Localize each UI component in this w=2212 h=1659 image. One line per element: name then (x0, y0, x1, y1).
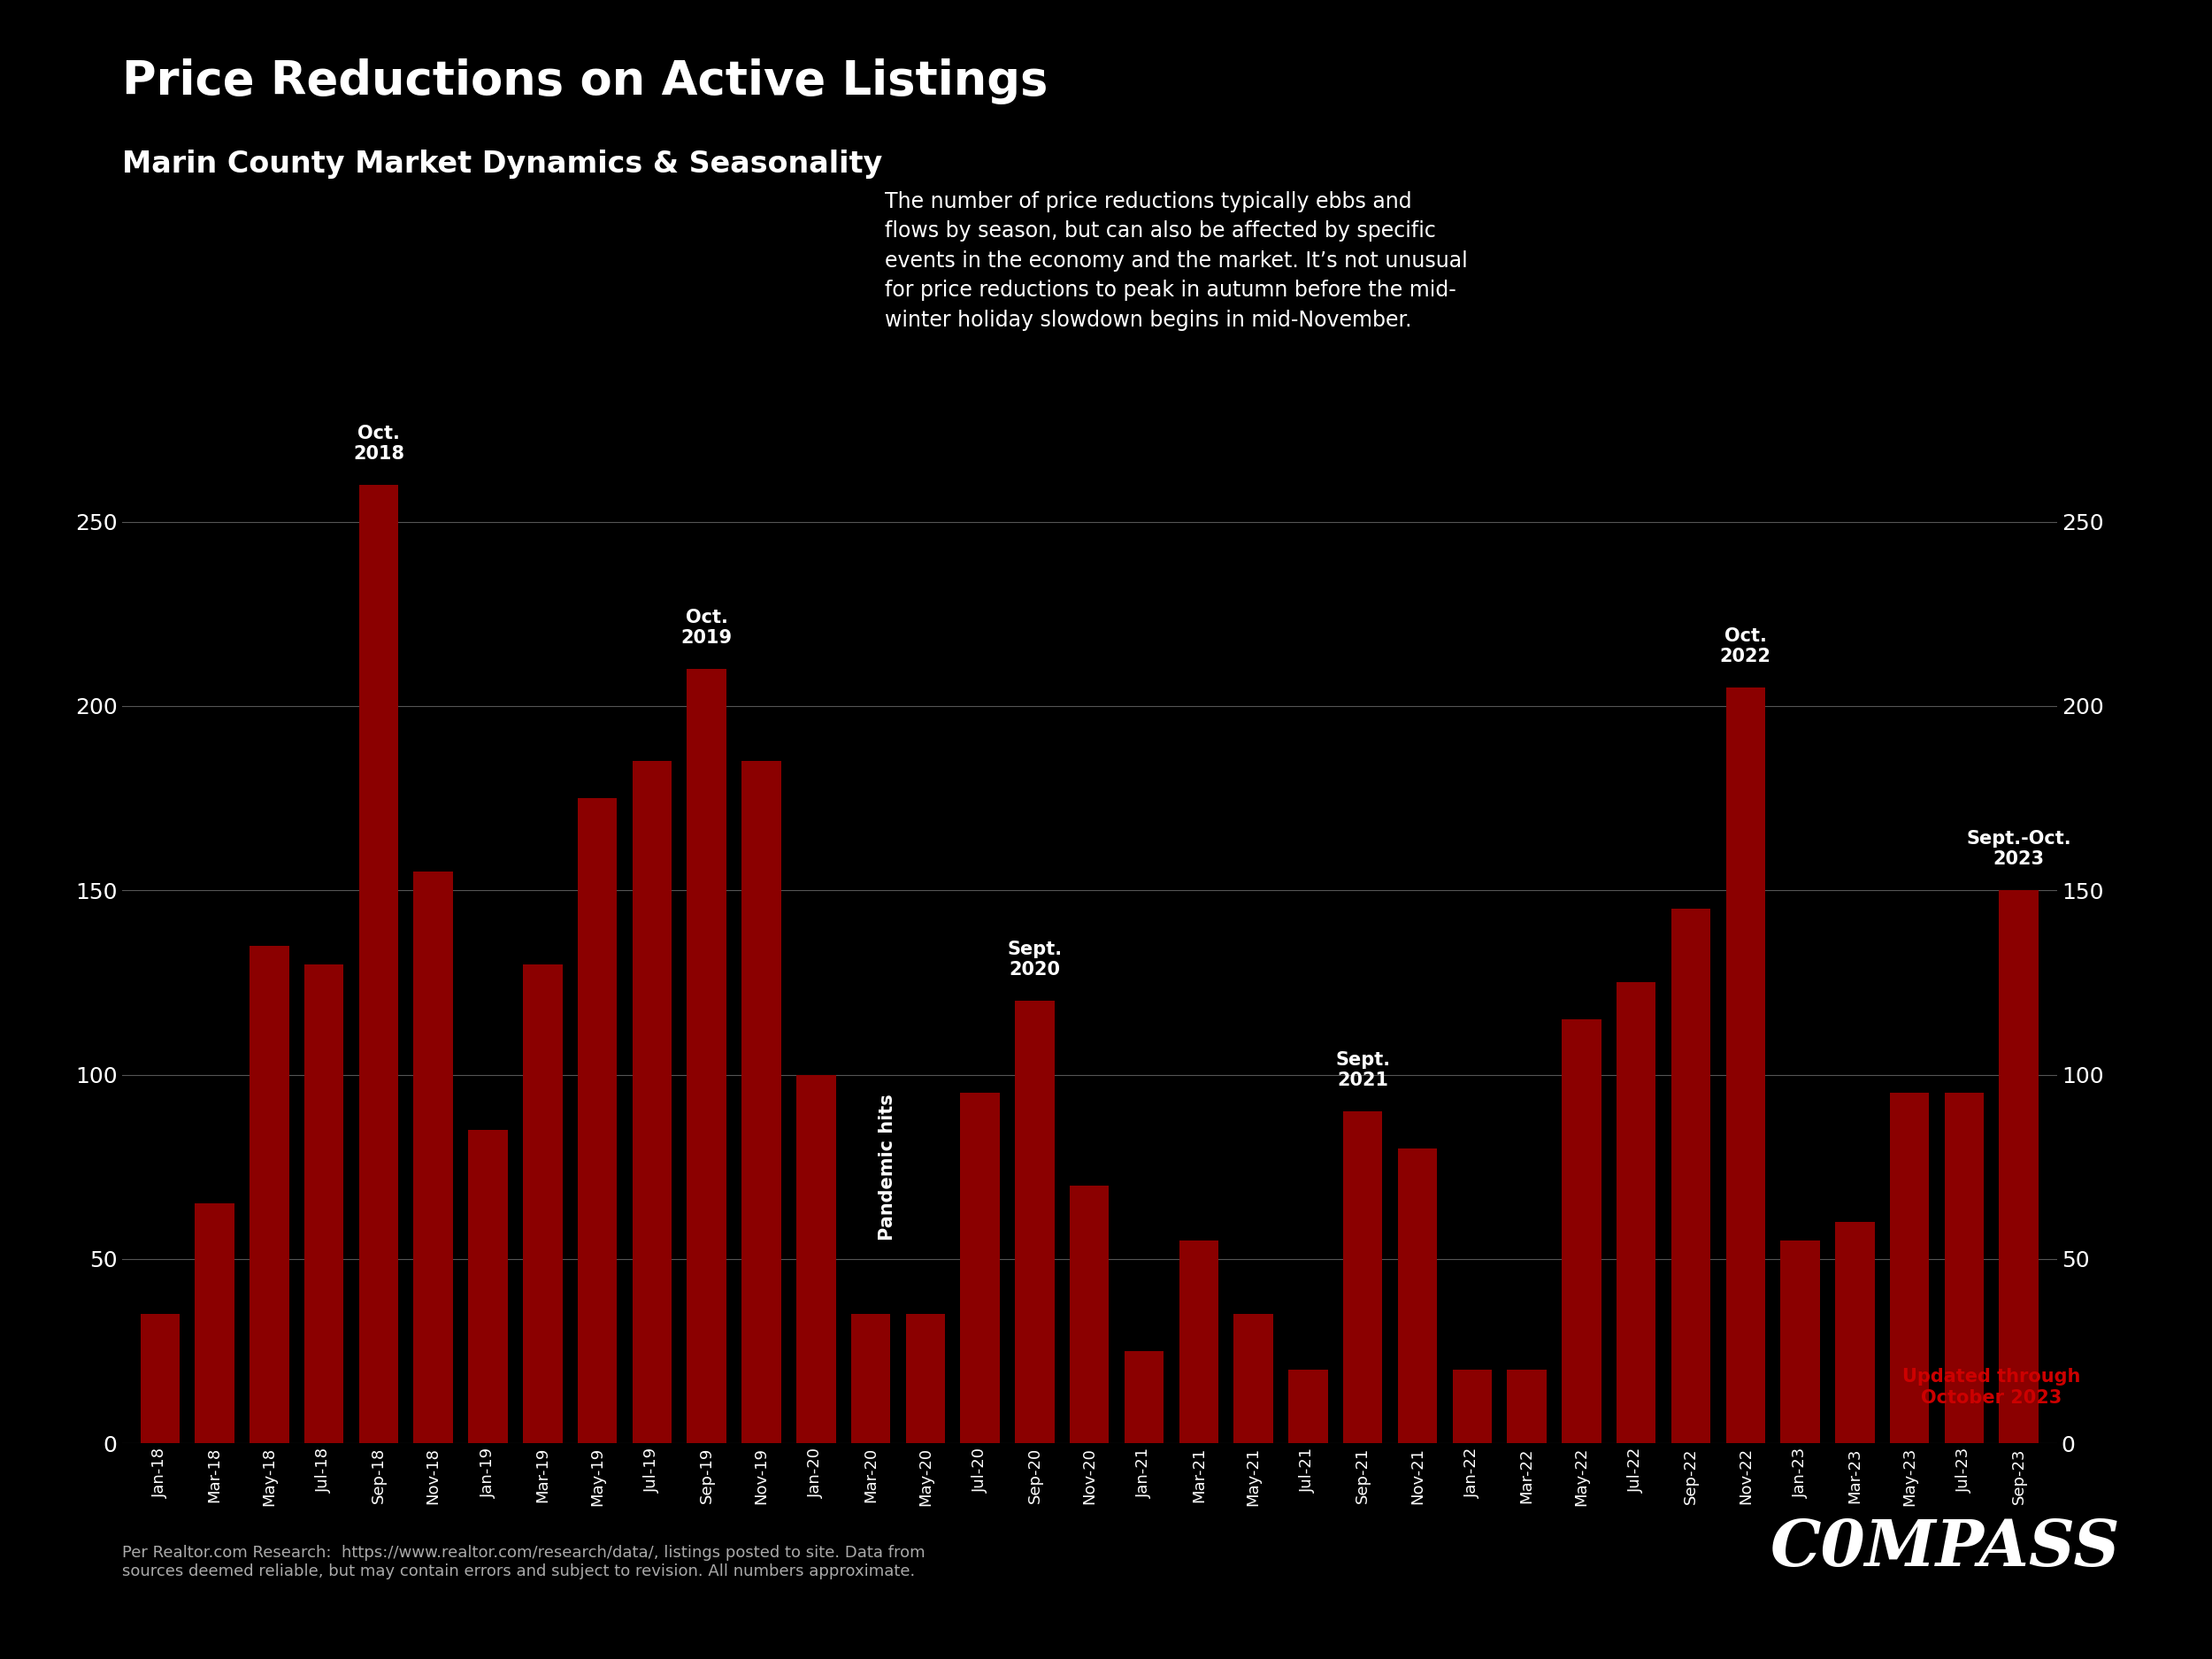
Bar (1453, 1370, 1491, 1443)
Text: Per Realtor.com Research:  https://www.realtor.com/research/data/, listings post: Per Realtor.com Research: https://www.re… (122, 1545, 925, 1579)
Bar (905, 1314, 945, 1443)
Text: Pandemic hits: Pandemic hits (878, 1093, 896, 1241)
Bar (522, 964, 562, 1443)
Bar (305, 964, 343, 1443)
Text: The number of price reductions typically ebbs and
flows by season, but can also : The number of price reductions typically… (885, 191, 1469, 330)
Bar (633, 761, 672, 1443)
Bar (358, 484, 398, 1443)
Text: Oct.
2019: Oct. 2019 (681, 609, 732, 647)
Text: Updated through
October 2023: Updated through October 2023 (1902, 1369, 2081, 1407)
Bar (852, 1314, 891, 1443)
Bar (414, 873, 453, 1443)
Bar (688, 669, 726, 1443)
Text: Oct.
2018: Oct. 2018 (354, 425, 405, 463)
Bar (469, 1130, 509, 1443)
Text: Price Reductions on Active Listings: Price Reductions on Active Listings (122, 58, 1048, 105)
Text: C0MPASS: C0MPASS (1770, 1516, 2119, 1579)
Bar (250, 946, 290, 1443)
Bar (1725, 687, 1765, 1443)
Bar (1124, 1350, 1164, 1443)
Bar (1071, 1185, 1108, 1443)
Bar (1617, 982, 1657, 1443)
Bar (796, 1075, 836, 1443)
Bar (1836, 1223, 1874, 1443)
Bar (1562, 1019, 1601, 1443)
Text: Sept.
2021: Sept. 2021 (1336, 1052, 1391, 1090)
Bar (960, 1093, 1000, 1443)
Text: Marin County Market Dynamics & Seasonality: Marin County Market Dynamics & Seasonali… (122, 149, 883, 179)
Bar (1343, 1112, 1382, 1443)
Bar (195, 1204, 234, 1443)
Text: Sept.-Oct.
2023: Sept.-Oct. 2023 (1966, 830, 2070, 868)
Bar (577, 798, 617, 1443)
Bar (1506, 1370, 1546, 1443)
Bar (1015, 1000, 1055, 1443)
Bar (1889, 1093, 1929, 1443)
Bar (1670, 909, 1710, 1443)
Bar (1781, 1241, 1820, 1443)
Bar (1179, 1241, 1219, 1443)
Bar (1287, 1370, 1327, 1443)
Bar (1234, 1314, 1274, 1443)
Bar (2000, 891, 2039, 1443)
Text: Sept.
2020: Sept. 2020 (1006, 941, 1062, 979)
Bar (741, 761, 781, 1443)
Bar (139, 1314, 179, 1443)
Text: Oct.
2022: Oct. 2022 (1721, 627, 1772, 665)
Bar (1398, 1148, 1438, 1443)
Bar (1944, 1093, 1984, 1443)
